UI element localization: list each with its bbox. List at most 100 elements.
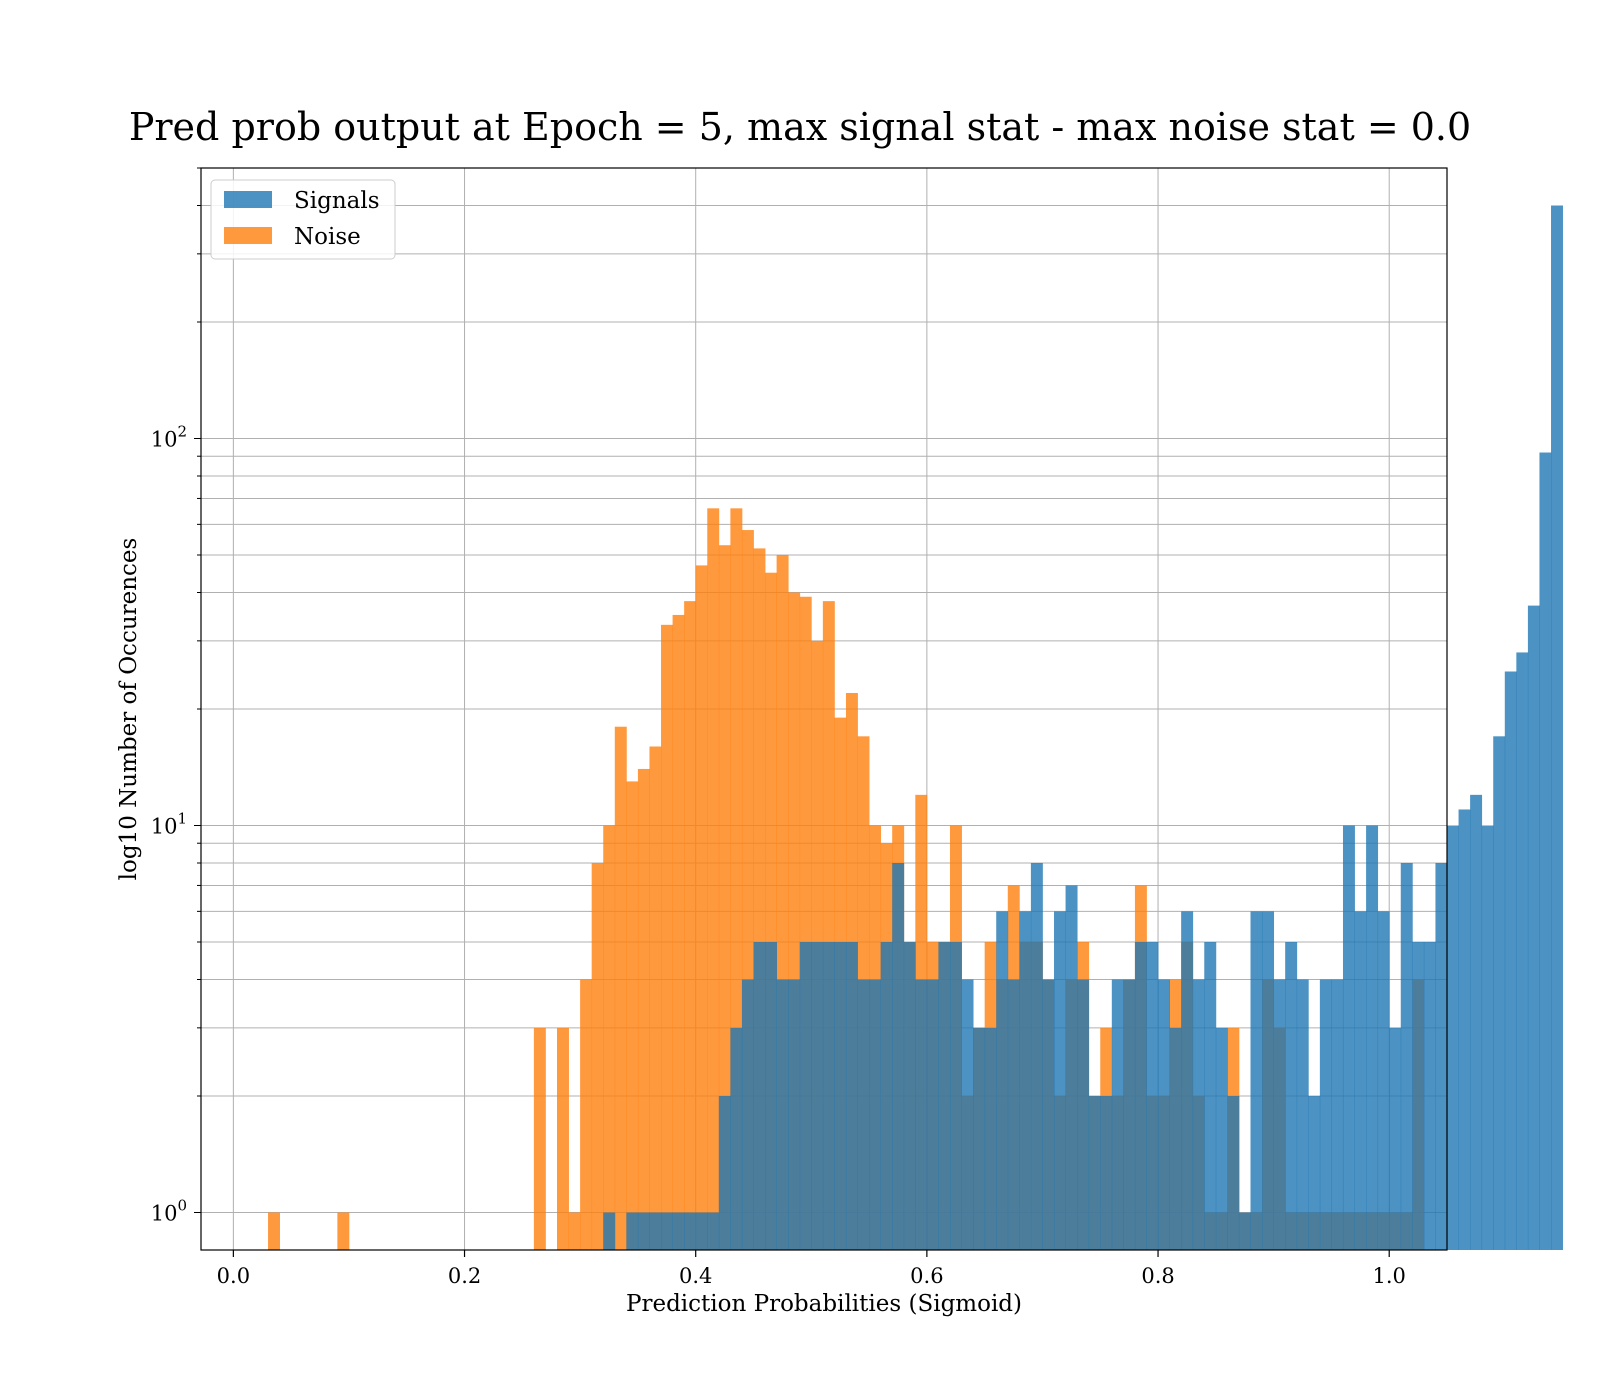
signal-bar bbox=[1447, 825, 1459, 1250]
signal-bar bbox=[637, 1212, 650, 1250]
signal-bar bbox=[695, 1212, 708, 1250]
signal-bar bbox=[753, 941, 766, 1250]
noise-bar bbox=[707, 508, 720, 1250]
noise-bar bbox=[626, 781, 639, 1250]
signal-bar bbox=[1181, 911, 1194, 1250]
signal-bar bbox=[1134, 941, 1147, 1250]
x-tick-label: 0.6 bbox=[910, 1264, 943, 1288]
signal-bar bbox=[730, 1027, 743, 1250]
signal-bar bbox=[1169, 1027, 1182, 1250]
signal-bar bbox=[1504, 671, 1517, 1250]
y-tick-label: 102 bbox=[151, 423, 187, 452]
signal-bar bbox=[1123, 979, 1136, 1250]
y-tick-label: 100 bbox=[151, 1196, 187, 1225]
signal-bar bbox=[1146, 941, 1159, 1250]
noise-bar bbox=[753, 548, 766, 1250]
x-tick-label: 0.0 bbox=[217, 1264, 250, 1288]
noise-bar bbox=[533, 1027, 546, 1250]
signal-bar bbox=[1065, 885, 1078, 1250]
signal-bar bbox=[1435, 863, 1448, 1250]
signal-bar bbox=[1158, 979, 1170, 1250]
legend-swatch-signals bbox=[224, 191, 272, 208]
x-axis-label: Prediction Probabilities (Sigmoid) bbox=[626, 1291, 1022, 1317]
noise-bar bbox=[568, 1212, 581, 1250]
signal-bar bbox=[1516, 652, 1529, 1250]
signal-bar bbox=[765, 941, 778, 1250]
signal-bar bbox=[949, 941, 962, 1250]
signal-bar bbox=[1389, 1027, 1402, 1250]
x-tick-label: 1.0 bbox=[1373, 1264, 1406, 1288]
signal-bar bbox=[776, 979, 789, 1250]
noise-bar bbox=[557, 1027, 569, 1250]
noise-bar bbox=[268, 1212, 280, 1250]
signal-bar bbox=[880, 941, 893, 1250]
signal-bar bbox=[1400, 863, 1413, 1250]
signal-bar bbox=[1215, 1027, 1228, 1250]
signal-bar bbox=[1077, 979, 1090, 1250]
legend: Signals Noise bbox=[210, 179, 396, 260]
signal-bar bbox=[903, 941, 916, 1250]
signal-bar bbox=[1481, 825, 1494, 1250]
signal-bar bbox=[926, 979, 939, 1250]
signal-bar bbox=[892, 863, 905, 1250]
signal-bar bbox=[1273, 979, 1286, 1250]
signal-bar bbox=[1019, 911, 1032, 1250]
noise-bar bbox=[672, 614, 685, 1250]
signal-bar bbox=[1296, 979, 1309, 1250]
noise-bar bbox=[637, 768, 650, 1250]
noise-bar bbox=[695, 565, 708, 1250]
noise-bar bbox=[765, 572, 778, 1250]
signal-bar bbox=[788, 979, 801, 1250]
signal-bar bbox=[1366, 825, 1379, 1250]
y-axis-label: log10 Number of Occurences bbox=[116, 538, 142, 881]
signal-bar bbox=[1250, 911, 1263, 1250]
noise-bar bbox=[718, 545, 731, 1250]
noise-bar bbox=[684, 601, 697, 1250]
noise-bar bbox=[337, 1212, 350, 1250]
signal-bar bbox=[1204, 941, 1217, 1250]
signal-bar bbox=[1054, 911, 1066, 1250]
signal-bar bbox=[661, 1212, 673, 1250]
signal-bar bbox=[869, 979, 882, 1250]
signal-bar bbox=[649, 1212, 662, 1250]
signal-bar bbox=[1493, 736, 1506, 1250]
signal-bar bbox=[1111, 979, 1124, 1250]
signal-bar bbox=[1470, 794, 1483, 1250]
signal-bar bbox=[1262, 911, 1275, 1250]
signal-bar bbox=[973, 1027, 986, 1250]
noise-bar bbox=[603, 825, 616, 1250]
signal-bar bbox=[1423, 941, 1436, 1250]
signal-bar bbox=[1551, 205, 1563, 1250]
chart-title: Pred prob output at Epoch = 5, max signa… bbox=[129, 105, 1471, 149]
noise-bar bbox=[649, 746, 662, 1250]
signal-bar bbox=[938, 941, 951, 1250]
noise-bar bbox=[591, 863, 604, 1250]
signal-bar bbox=[741, 979, 754, 1250]
signal-bar bbox=[1539, 452, 1552, 1250]
signal-bar bbox=[799, 941, 812, 1250]
noise-bar bbox=[776, 554, 789, 1250]
signal-bar bbox=[626, 1212, 639, 1250]
signal-bar bbox=[1354, 911, 1367, 1250]
signal-bar bbox=[1331, 979, 1344, 1250]
signal-bar bbox=[1227, 1095, 1240, 1250]
signal-bar bbox=[1238, 1212, 1251, 1250]
y-tick-label: 101 bbox=[151, 809, 187, 838]
signal-bar bbox=[1192, 979, 1205, 1250]
x-tick-label: 0.4 bbox=[679, 1264, 712, 1288]
signal-bar bbox=[1007, 979, 1020, 1250]
signal-bar bbox=[718, 1095, 731, 1250]
signal-bar bbox=[1319, 979, 1332, 1250]
legend-label-noise: Noise bbox=[294, 224, 361, 250]
legend-label-signals: Signals bbox=[294, 188, 380, 214]
signal-bar bbox=[984, 1027, 997, 1250]
signal-bar bbox=[1377, 911, 1390, 1250]
noise-bar bbox=[661, 624, 673, 1250]
signal-series bbox=[603, 205, 1563, 1250]
axis-ticks: 0.0 0.2 0.4 0.6 0.8 1.0 100 101 102 bbox=[151, 167, 1406, 1288]
noise-bar bbox=[730, 508, 743, 1250]
noise-bar bbox=[614, 726, 627, 1250]
noise-bar bbox=[580, 979, 593, 1250]
signal-bar bbox=[672, 1212, 685, 1250]
